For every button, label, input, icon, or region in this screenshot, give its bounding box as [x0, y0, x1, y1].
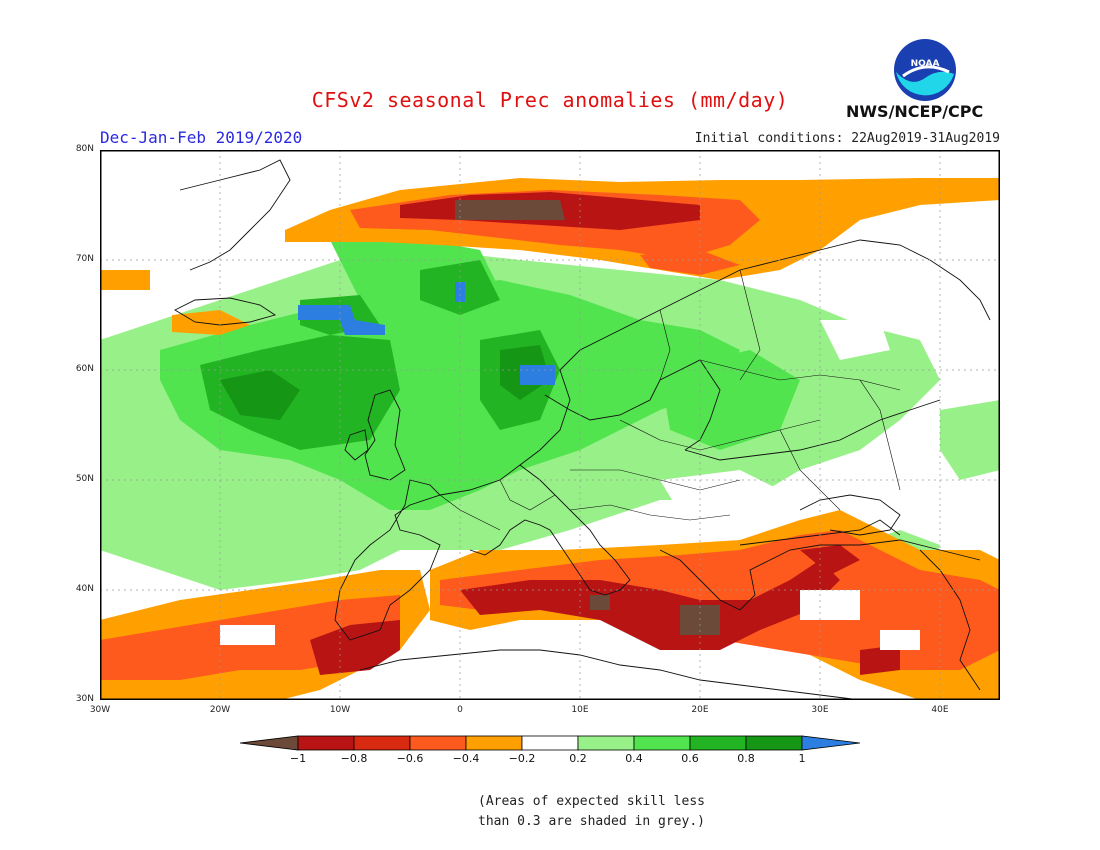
colorbar-segment [465, 735, 523, 751]
longitude-label: 30W [89, 705, 111, 715]
colorbar-segment [353, 735, 411, 751]
colorbar-segment [745, 735, 803, 751]
latitude-label: 50N [75, 474, 94, 484]
longitude-label: 20E [691, 705, 709, 715]
longitude-label: 10E [571, 705, 589, 715]
forecast-period: Dec-Jan-Feb 2019/2020 [100, 128, 303, 147]
latitude-label: 30N [75, 694, 94, 704]
latitude-label: 40N [75, 584, 94, 594]
colorbar-tick-label: 0.2 [569, 752, 587, 765]
country-borders [439, 269, 901, 531]
longitude-label: 20W [209, 705, 231, 715]
colorbar-segment [801, 735, 860, 751]
longitude-label: 40E [931, 705, 949, 715]
noaa-logo-text: NOAA [911, 59, 940, 69]
longitude-label: 30E [811, 705, 829, 715]
blue-anomaly-areas [298, 282, 555, 385]
longitude-label: 10W [329, 705, 351, 715]
precip-anomaly-map [100, 150, 1000, 700]
colorbar-tick-label: −1 [289, 752, 307, 765]
skill-note: (Areas of expected skill less than 0.3 a… [478, 794, 705, 829]
noaa-logo-icon: NOAA [894, 39, 956, 101]
colorbar-tick-label: 0.4 [625, 752, 643, 765]
graticule [100, 150, 1000, 700]
brown-anomaly-areas-north [455, 200, 565, 220]
longitude-label: 0 [457, 705, 463, 715]
latitude-label: 70N [75, 254, 94, 264]
colorbar-tick-label: −0.2 [508, 752, 536, 765]
colorbar-tick-label: −0.6 [396, 752, 424, 765]
colorbar-segment [633, 735, 691, 751]
colorbar-segment [240, 735, 299, 751]
colorbar-tick-label: −0.4 [452, 752, 480, 765]
colorbar-tick-label: 1 [798, 752, 806, 765]
colorbar-tick-label: 0.8 [737, 752, 755, 765]
colorbar [240, 735, 860, 751]
colorbar-tick-label: 0.6 [681, 752, 699, 765]
white-neutral-areas [220, 320, 920, 650]
colorbar-segment [297, 735, 355, 751]
colorbar-segment [409, 735, 467, 751]
latitude-label: 80N [75, 144, 94, 154]
dark-red-anomaly-areas-south [310, 545, 900, 675]
agency-label: NWS/NCEP/CPC [846, 102, 984, 121]
colorbar-segment [577, 735, 635, 751]
map-frame [100, 150, 1000, 700]
initial-conditions: Initial conditions: 22Aug2019-31Aug2019 [694, 131, 1000, 146]
colorbar-tick-label: −0.8 [340, 752, 368, 765]
colorbar-segment [689, 735, 747, 751]
latitude-label: 60N [75, 364, 94, 374]
chart-title: CFSv2 seasonal Prec anomalies (mm/day) [311, 88, 789, 112]
colorbar-segment [521, 735, 579, 751]
